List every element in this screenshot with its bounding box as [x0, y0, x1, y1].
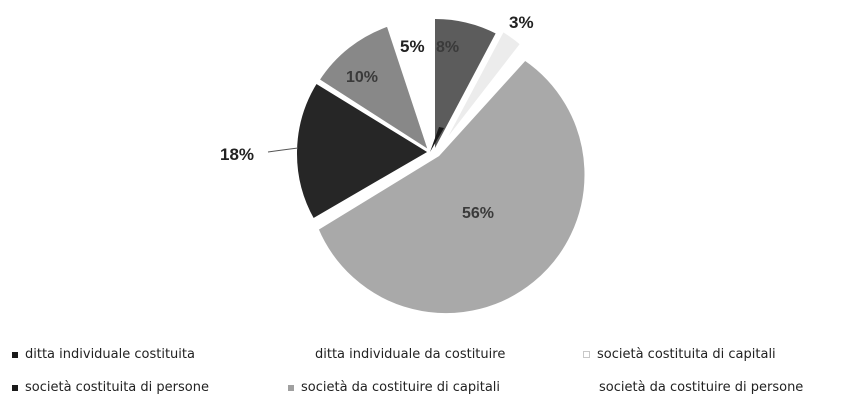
pie-slice-5 [389, 15, 431, 153]
label-5: 5% [400, 37, 425, 56]
label-8: 8% [436, 39, 459, 56]
label-56: 56% [462, 205, 494, 222]
pie-slice-10 [315, 23, 433, 156]
pie-slice-accent [430, 127, 444, 152]
leader-line-18 [267, 147, 299, 153]
label-3: 3% [509, 13, 534, 32]
pie-slice-18 [294, 79, 433, 223]
pie-slice-8 [433, 16, 499, 153]
pie-slice-56 [315, 57, 588, 317]
label-10: 10% [346, 69, 378, 86]
label-18: 18% [220, 145, 254, 164]
pie-slice-3 [441, 29, 523, 147]
